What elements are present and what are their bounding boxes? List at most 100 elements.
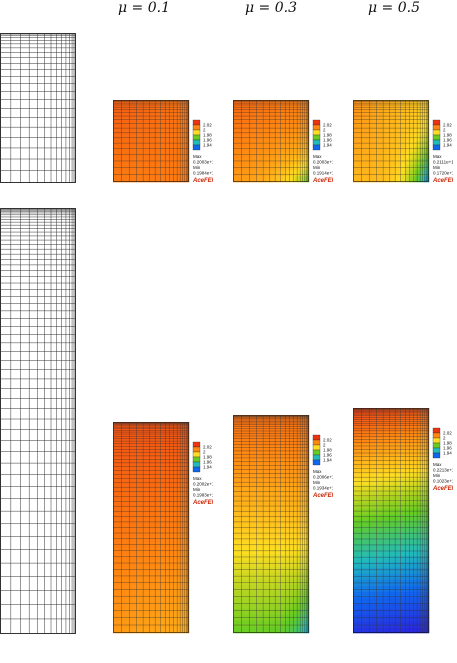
legend-tick-label: 1.96 xyxy=(323,453,332,458)
legend-swatch xyxy=(192,129,201,136)
legend-swatch xyxy=(192,456,201,463)
legend-swatch xyxy=(312,434,321,441)
legend-swatch xyxy=(312,459,321,466)
contour-field xyxy=(113,100,190,183)
legend-tick-label: 1.96 xyxy=(443,446,452,451)
contour-field xyxy=(353,408,430,634)
mesh-lines xyxy=(113,422,189,633)
legend-swatch xyxy=(432,124,441,131)
legend-tick-label: 1.94 xyxy=(203,465,212,470)
acefem-watermark: AceFEM xyxy=(192,500,213,506)
legend-swatch xyxy=(312,124,321,131)
legend-tick-label: 2.02 xyxy=(443,431,452,436)
legend-swatch xyxy=(312,129,321,136)
legend-swatch xyxy=(432,427,441,434)
header-mu-05: μ = 0.5 xyxy=(368,0,420,16)
legend-tick-label: 1.98 xyxy=(443,133,452,138)
legend-tick-label: 1.98 xyxy=(443,441,452,446)
legend-tick-label: 1.94 xyxy=(203,143,212,148)
header-mu-03: μ = 0.3 xyxy=(245,0,297,16)
legend-tick-label: 1.96 xyxy=(203,138,212,143)
legend-tick-label: 2.02 xyxy=(323,438,332,443)
legend-swatch xyxy=(432,452,441,459)
legend-swatch xyxy=(192,134,201,141)
legend-tick-label: 1.98 xyxy=(203,455,212,460)
legend-tick-label: 2 xyxy=(203,128,206,133)
range-label: Min xyxy=(433,473,441,478)
legend-tick-label: 2.02 xyxy=(203,445,212,450)
range-label: Max xyxy=(313,154,322,159)
range-label: Min xyxy=(193,165,201,170)
range-label: Max xyxy=(193,154,202,159)
legend-swatch xyxy=(192,466,201,473)
acefem-watermark: AceFEM xyxy=(432,486,453,492)
legend-swatch xyxy=(312,449,321,456)
range-value: 0.1914e+1 xyxy=(313,171,333,176)
range-value: 0.1984e+1 xyxy=(193,171,213,176)
legend-swatch xyxy=(192,119,201,126)
range-label: Max xyxy=(433,154,442,159)
legend-swatch xyxy=(432,447,441,454)
legend-swatch xyxy=(312,444,321,451)
legend-tick-label: 1.96 xyxy=(443,138,452,143)
range-value: 0.2003e+1 xyxy=(313,160,333,165)
legend-swatch xyxy=(312,439,321,446)
range-value: 0.1983e+1 xyxy=(193,493,213,498)
legend-swatch xyxy=(432,144,441,151)
legend-tick-label: 2.02 xyxy=(443,123,452,128)
legend-swatch xyxy=(432,134,441,141)
legend-tick-label: 2 xyxy=(323,443,326,448)
legend-tick-label: 2.02 xyxy=(203,123,212,128)
legend-swatch xyxy=(432,432,441,439)
legend-swatch xyxy=(312,134,321,141)
range-label: Max xyxy=(193,476,202,481)
range-value: 0.1720e+1 xyxy=(433,171,453,176)
mesh-lines xyxy=(113,100,189,182)
mesh-lines xyxy=(353,100,429,182)
legend-tick-label: 1.94 xyxy=(323,143,332,148)
legend-swatch xyxy=(432,437,441,444)
range-label: Max xyxy=(433,462,442,467)
legend-swatch xyxy=(312,139,321,146)
legend-tick-label: 2 xyxy=(443,436,446,441)
legend-swatch xyxy=(432,442,441,449)
legend-tick-label: 1.98 xyxy=(203,133,212,138)
mesh-tall-domain xyxy=(0,208,76,634)
legend-tick-label: 1.98 xyxy=(323,133,332,138)
legend-tick-label: 2.02 xyxy=(323,123,332,128)
legend-tick-label: 1.94 xyxy=(443,143,452,148)
mesh-lines xyxy=(0,33,76,183)
legend-swatch xyxy=(432,119,441,126)
contour-field xyxy=(113,422,190,634)
legend-swatch xyxy=(192,124,201,131)
mesh-lines xyxy=(233,415,309,633)
legend-tick-label: 2 xyxy=(323,128,326,133)
acefem-watermark: AceFEM xyxy=(192,178,213,183)
legend-tick-label: 1.96 xyxy=(203,460,212,465)
legend-swatch xyxy=(192,461,201,468)
legend-tick-label: 2 xyxy=(443,128,446,133)
range-value: 0.2213e+1 xyxy=(433,468,453,473)
acefem-watermark: AceFEM xyxy=(312,493,333,499)
acefem-watermark: AceFEM xyxy=(432,178,453,183)
legend-swatch xyxy=(192,441,201,448)
contour-field xyxy=(233,100,310,183)
mesh-lines xyxy=(233,100,309,182)
range-label: Min xyxy=(193,487,201,492)
range-value: 0.1023e+1 xyxy=(433,479,453,484)
mesh-lines xyxy=(353,408,429,633)
range-value: 0.2003e+1 xyxy=(193,160,213,165)
legend-tick-label: 2 xyxy=(203,450,206,455)
header-mu-01: μ = 0.1 xyxy=(118,0,170,16)
range-value: 0.2002e+1 xyxy=(193,482,213,487)
contour-field xyxy=(353,100,430,183)
legend-tick-label: 1.94 xyxy=(323,458,332,463)
legend-swatch xyxy=(312,454,321,461)
